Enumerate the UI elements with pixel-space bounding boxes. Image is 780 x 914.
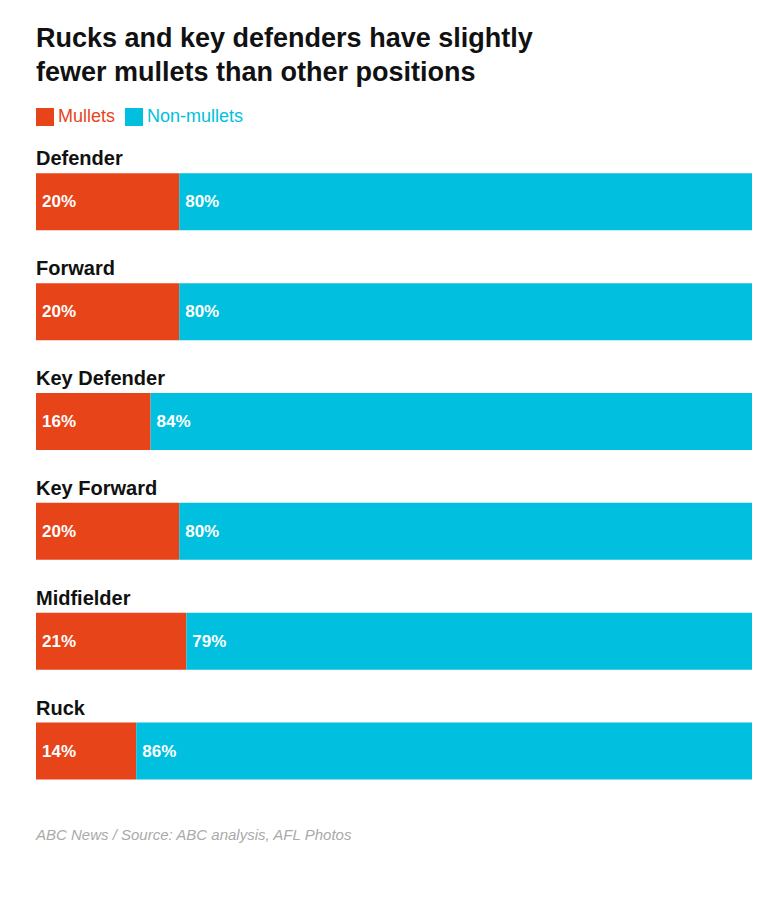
html-text:Mullets: Mullets: [58, 105, 115, 126]
svg-text:86%: 86%: [142, 741, 176, 760]
svg-text:Midfielder: Midfielder: [36, 586, 131, 608]
svg-text:Key Defender: Key Defender: [36, 367, 165, 389]
svg-text:80%: 80%: [185, 302, 219, 321]
html-text:ABC News / Source: ABC analysi: ABC News / Source: ABC analysis, AFL Pho…: [36, 825, 352, 843]
html-text:Rucks and key defenders have s: Rucks and key defenders have slightly fe…: [36, 23, 533, 87]
svg-text:21%: 21%: [42, 631, 76, 650]
svg-text:Key Forward: Key Forward: [36, 476, 157, 498]
svg-text:80%: 80%: [185, 521, 219, 540]
svg-text:14%: 14%: [42, 741, 76, 760]
svg-text:20%: 20%: [42, 521, 76, 540]
svg-text:80%: 80%: [185, 192, 219, 211]
svg-text:Forward: Forward: [36, 257, 115, 279]
svg-text:79%: 79%: [192, 631, 226, 650]
svg-text:20%: 20%: [42, 302, 76, 321]
svg-text:84%: 84%: [157, 412, 191, 431]
svg-text:Defender: Defender: [36, 147, 123, 169]
svg-text:20%: 20%: [42, 192, 76, 211]
html-text:Non-mullets: Non-mullets: [147, 105, 243, 126]
svg-text:Ruck: Ruck: [36, 696, 86, 718]
svg-text:16%: 16%: [42, 412, 76, 431]
